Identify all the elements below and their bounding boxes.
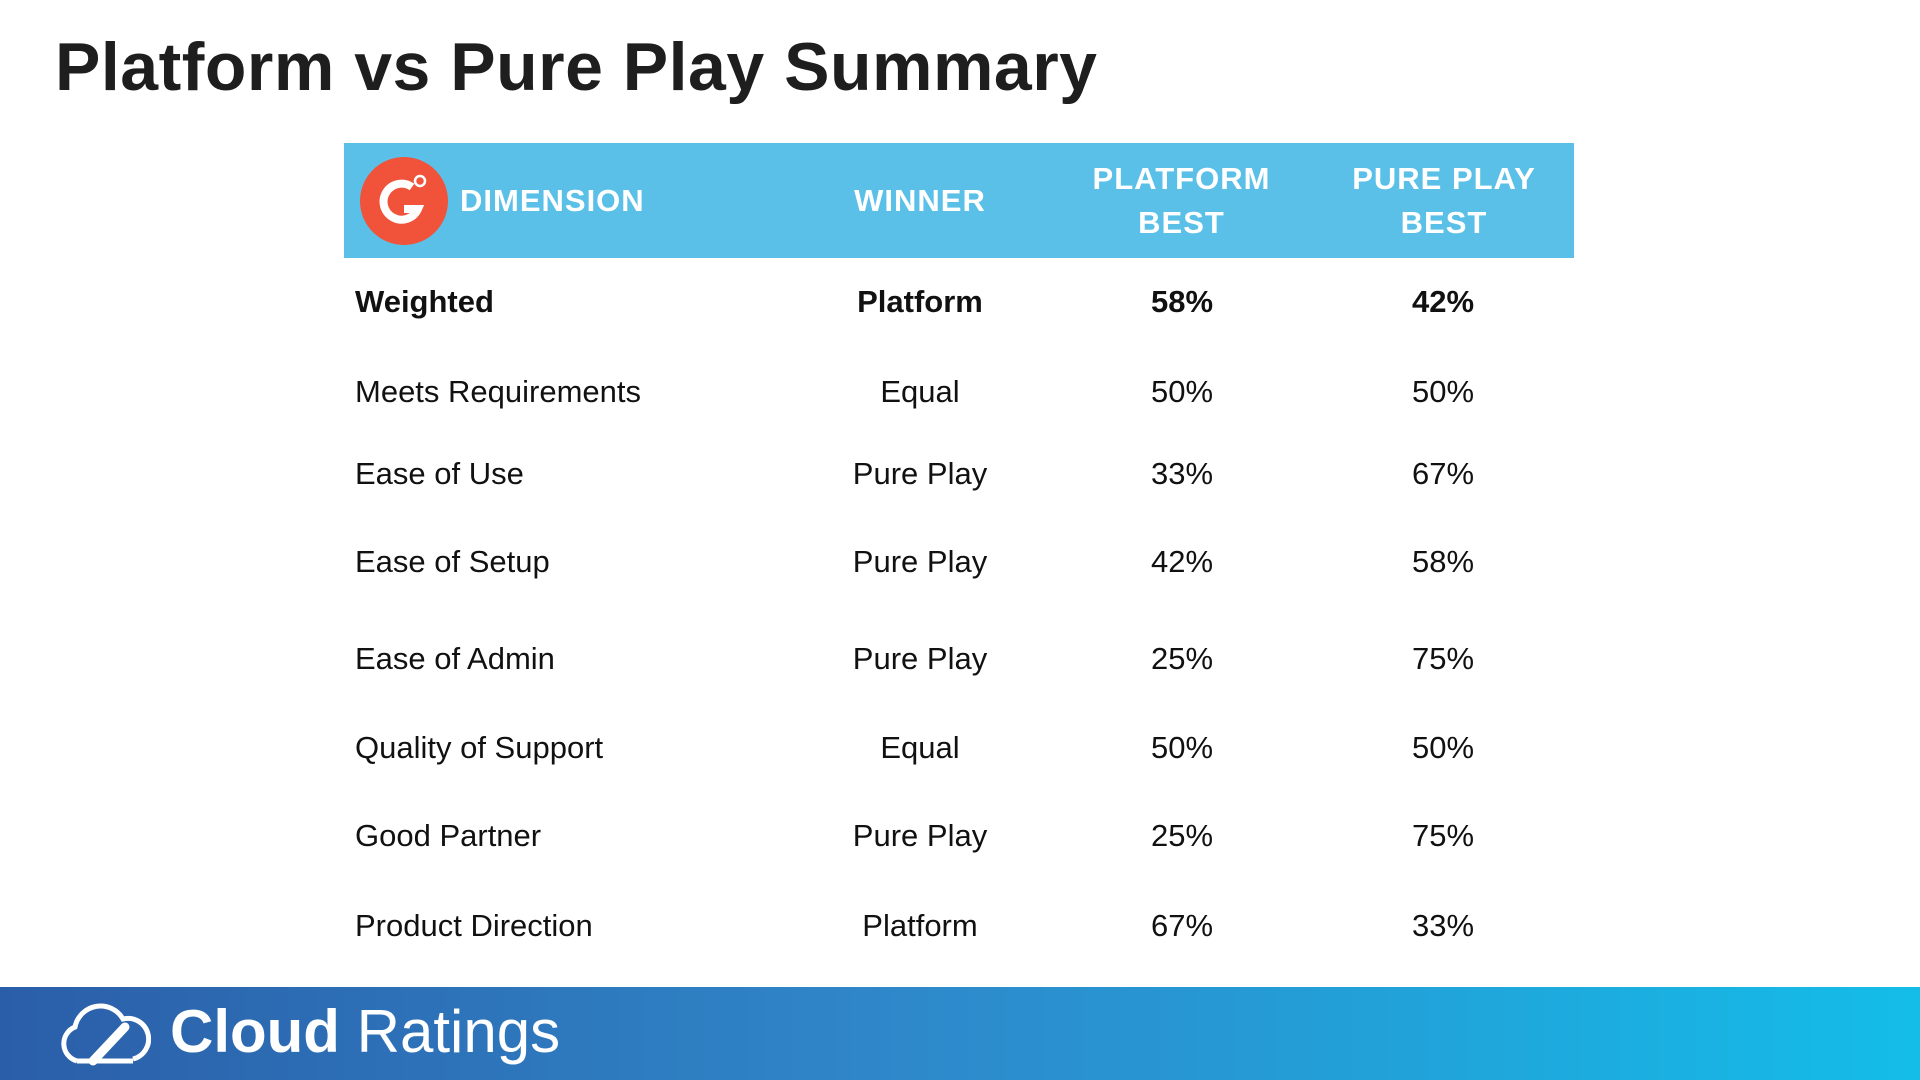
table-cell: 42%: [1411, 284, 1475, 319]
table-cell: Ease of Admin: [355, 641, 555, 676]
table-cell: 75%: [1411, 818, 1475, 853]
table-cell: Good Partner: [355, 818, 542, 853]
brand-bold: Cloud: [170, 998, 340, 1065]
table-cell: 33%: [1411, 908, 1475, 943]
g2-logo: [360, 157, 448, 245]
table-cell: 67%: [1150, 908, 1214, 943]
table-cell: 58%: [1411, 544, 1475, 579]
slide-title: Platform vs Pure Play Summary: [55, 29, 1098, 105]
table-cell: 25%: [1150, 818, 1214, 853]
table-cell: Weighted: [355, 284, 494, 319]
column-header: WINNER: [854, 182, 986, 218]
brand-light: Ratings: [356, 998, 561, 1065]
table-cell: 33%: [1150, 456, 1214, 491]
table-cell: 75%: [1411, 641, 1475, 676]
table-cell: 50%: [1150, 374, 1214, 409]
table-cell: Equal: [880, 374, 960, 409]
table-cell: 25%: [1150, 641, 1214, 676]
table-cell: Platform: [862, 908, 978, 943]
column-header: DIMENSION: [460, 182, 645, 218]
table-cell: Pure Play: [852, 544, 988, 579]
table-cell: Platform: [857, 284, 983, 319]
column-header: PLATFORM BEST: [1092, 160, 1271, 240]
footer: Cloud Ratings: [0, 987, 1920, 1080]
cloud-logo: [61, 1003, 151, 1066]
table-cell: Meets Requirements: [355, 374, 642, 409]
table-cell: Pure Play: [852, 641, 988, 676]
table-cell: Quality of Support: [355, 730, 604, 765]
table-cell: 42%: [1150, 544, 1214, 579]
column-header: PURE PLAY BEST: [1352, 160, 1536, 240]
table-cell: 50%: [1150, 730, 1214, 765]
table-cell: Ease of Setup: [355, 544, 550, 579]
table-cell: Pure Play: [852, 456, 988, 491]
table-cell: Ease of Use: [355, 456, 524, 491]
table-cell: 50%: [1411, 730, 1475, 765]
table-cell: 67%: [1411, 456, 1475, 491]
table-cell: 50%: [1411, 374, 1475, 409]
table-cell: 58%: [1150, 284, 1214, 319]
brand: Cloud Ratings: [170, 997, 560, 1066]
table-cell: Pure Play: [852, 818, 988, 853]
table-cell: Equal: [880, 730, 960, 765]
table-cell: Product Direction: [355, 908, 593, 943]
table-header: DIMENSION WINNER PLATFORM BEST PURE PLAY BE…: [344, 143, 1574, 258]
